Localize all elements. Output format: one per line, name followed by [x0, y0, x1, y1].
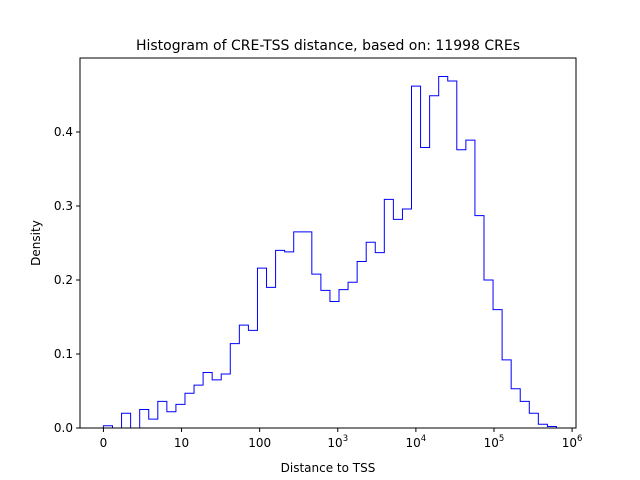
- y-axis-ticks: 0.0 0.1 0.2 0.3 0.4: [54, 125, 80, 435]
- y-tick-label: 0.2: [54, 273, 73, 287]
- histogram-step-line: [102, 76, 557, 429]
- x-axis-ticks: 0 10 100 103 104 105 106: [100, 428, 583, 450]
- x-tick-base: 0: [100, 436, 108, 450]
- plot-frame: [79, 57, 577, 429]
- x-tick-label: 10: [174, 436, 189, 450]
- x-tick-base: 10: [327, 436, 342, 450]
- x-tick-base: 10: [406, 436, 421, 450]
- x-tick-exponent: 6: [577, 434, 582, 444]
- y-tick-label: 0.4: [54, 125, 73, 139]
- y-tick-label: 0.1: [54, 347, 73, 361]
- x-tick-label: 0: [100, 436, 108, 450]
- x-tick-label: 100: [248, 436, 271, 450]
- chart-title: Histogram of CRE-TSS distance, based on:…: [136, 38, 520, 54]
- x-tick-label: 104: [406, 434, 427, 450]
- y-axis-label: Density: [29, 220, 43, 266]
- x-tick-base: 100: [248, 436, 271, 450]
- x-tick-label: 105: [484, 434, 505, 450]
- x-tick-label: 106: [562, 434, 583, 450]
- x-tick-base: 10: [174, 436, 189, 450]
- x-tick-exponent: 5: [499, 434, 504, 444]
- y-tick-label: 0.3: [54, 199, 73, 213]
- x-tick-base: 10: [562, 436, 577, 450]
- x-tick-base: 10: [484, 436, 499, 450]
- x-tick-exponent: 4: [421, 434, 426, 444]
- x-tick-exponent: 3: [343, 434, 348, 444]
- x-axis-label: Distance to TSS: [281, 461, 376, 475]
- y-tick-label: 0.0: [54, 421, 73, 435]
- x-tick-label: 103: [327, 434, 348, 450]
